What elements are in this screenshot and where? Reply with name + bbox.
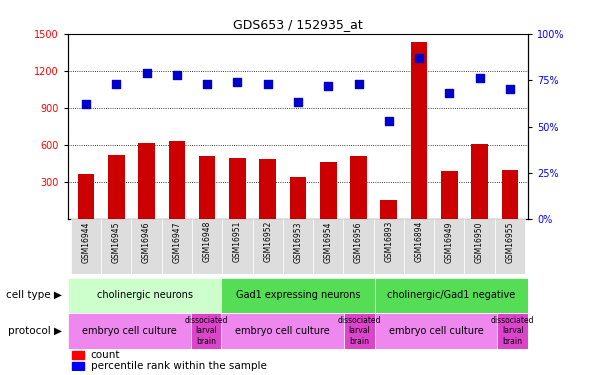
Bar — [221, 278, 375, 313]
Text: GSM16944: GSM16944 — [81, 221, 90, 262]
Point — [475, 75, 484, 81]
Bar — [495, 219, 525, 274]
Bar — [68, 313, 191, 349]
Text: cholinergic neurons: cholinergic neurons — [97, 290, 192, 300]
Point — [202, 81, 212, 87]
Text: embryo cell culture: embryo cell culture — [389, 326, 483, 336]
Point — [414, 55, 424, 61]
Text: dissociated
larval
brain: dissociated larval brain — [337, 316, 381, 346]
Bar — [169, 141, 185, 219]
Bar — [320, 162, 336, 219]
Point — [232, 79, 242, 85]
Text: protocol ▶: protocol ▶ — [8, 326, 62, 336]
Text: GSM16953: GSM16953 — [293, 221, 303, 262]
Text: count: count — [91, 350, 120, 360]
Text: GSM16947: GSM16947 — [172, 221, 181, 262]
Text: Gad1 expressing neurons: Gad1 expressing neurons — [235, 290, 360, 300]
Bar — [199, 156, 215, 219]
Text: GSM16951: GSM16951 — [233, 221, 242, 262]
Text: GSM16893: GSM16893 — [384, 221, 394, 262]
Bar — [283, 219, 313, 274]
Point — [384, 118, 394, 124]
Bar — [73, 351, 84, 359]
Text: cell type ▶: cell type ▶ — [6, 290, 62, 300]
Bar — [132, 219, 162, 274]
Bar — [464, 219, 495, 274]
Bar — [229, 158, 245, 219]
Point — [445, 90, 454, 96]
Bar — [253, 219, 283, 274]
Point — [323, 83, 333, 89]
Text: dissociated
larval
brain: dissociated larval brain — [491, 316, 535, 346]
Point — [81, 101, 91, 107]
Text: embryo cell culture: embryo cell culture — [235, 326, 330, 336]
Bar — [101, 219, 132, 274]
Bar — [138, 142, 155, 219]
Bar — [162, 219, 192, 274]
Text: GSM16956: GSM16956 — [354, 221, 363, 262]
Bar — [441, 171, 458, 219]
Point — [172, 72, 182, 78]
Bar — [411, 42, 427, 219]
Text: GSM16948: GSM16948 — [202, 221, 212, 262]
Text: GSM16954: GSM16954 — [324, 221, 333, 262]
Point — [142, 70, 151, 76]
Text: GSM16955: GSM16955 — [506, 221, 514, 262]
Text: GSM16946: GSM16946 — [142, 221, 151, 262]
Bar — [78, 174, 94, 219]
Bar — [221, 313, 344, 349]
Bar — [290, 177, 306, 219]
Bar — [108, 155, 124, 219]
Bar — [434, 219, 464, 274]
Bar — [350, 156, 367, 219]
Bar — [192, 219, 222, 274]
Bar — [381, 200, 397, 219]
Bar — [191, 313, 221, 349]
Text: GSM16949: GSM16949 — [445, 221, 454, 262]
Point — [505, 87, 514, 93]
Bar — [375, 313, 497, 349]
Text: GSM16945: GSM16945 — [112, 221, 121, 262]
Bar — [71, 219, 101, 274]
Bar — [313, 219, 343, 274]
Point — [263, 81, 273, 87]
Text: GSM16894: GSM16894 — [415, 221, 424, 262]
Bar — [73, 362, 84, 370]
Text: cholinergic/Gad1 negative: cholinergic/Gad1 negative — [387, 290, 516, 300]
Bar — [497, 313, 528, 349]
Text: percentile rank within the sample: percentile rank within the sample — [91, 361, 267, 371]
Text: GSM16952: GSM16952 — [263, 221, 272, 262]
Bar — [222, 219, 253, 274]
Text: embryo cell culture: embryo cell culture — [82, 326, 176, 336]
Bar — [404, 219, 434, 274]
Point — [112, 81, 121, 87]
Bar — [343, 219, 373, 274]
Bar — [260, 159, 276, 219]
Bar — [375, 278, 528, 313]
Point — [293, 99, 303, 105]
Bar — [373, 219, 404, 274]
Point — [354, 81, 363, 87]
Bar — [471, 144, 488, 219]
Bar — [344, 313, 375, 349]
Title: GDS653 / 152935_at: GDS653 / 152935_at — [233, 18, 363, 31]
Bar — [68, 278, 221, 313]
Text: GSM16950: GSM16950 — [475, 221, 484, 262]
Text: dissociated
larval
brain: dissociated larval brain — [184, 316, 228, 346]
Bar — [502, 170, 518, 219]
